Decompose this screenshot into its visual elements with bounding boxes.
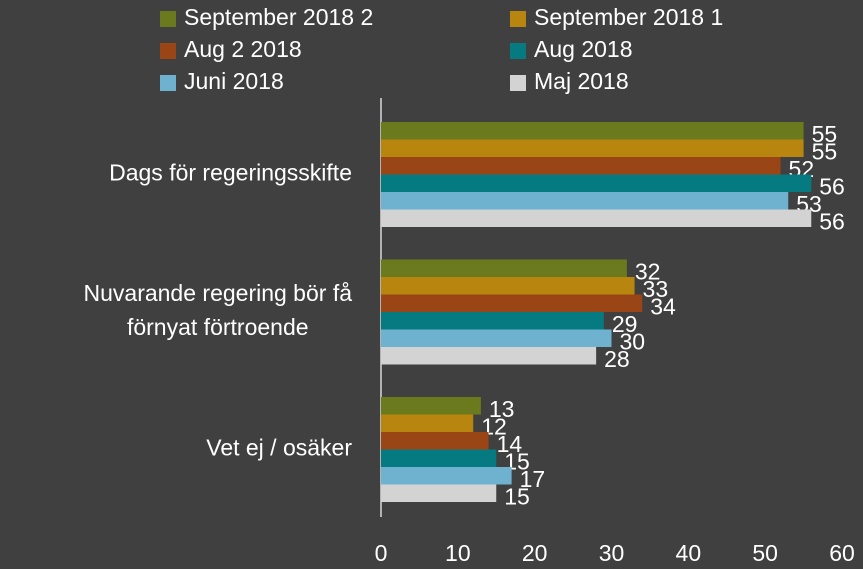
bar (381, 312, 604, 330)
legend-swatch (510, 43, 526, 59)
bar (381, 484, 497, 502)
bar (381, 174, 812, 192)
data-label: 28 (604, 346, 630, 372)
legend-label: Maj 2018 (534, 68, 629, 94)
legend-swatch (510, 11, 526, 27)
bar (381, 467, 512, 485)
x-tick-label: 50 (752, 540, 778, 566)
legend-label: Aug 2018 (534, 36, 632, 62)
bar (381, 209, 812, 227)
data-label: 33 (643, 276, 669, 302)
legend-label: September 2018 1 (534, 4, 723, 30)
y-tick-label: förnyat förtroende (127, 314, 309, 340)
bar (381, 157, 781, 175)
data-label: 56 (819, 208, 845, 234)
x-tick-label: 60 (829, 540, 855, 566)
bar (381, 329, 612, 347)
legend-swatch (510, 75, 526, 91)
x-tick-label: 10 (445, 540, 471, 566)
x-tick-label: 20 (522, 540, 548, 566)
x-tick-label: 0 (375, 540, 388, 566)
bar (381, 259, 627, 277)
bar (381, 277, 635, 295)
y-tick-label: Vet ej / osäker (206, 435, 352, 461)
data-label: 55 (812, 121, 838, 147)
bar (381, 432, 489, 450)
data-label: 56 (819, 173, 845, 199)
bar (381, 122, 804, 140)
bar (381, 192, 789, 210)
legend-swatch (160, 11, 176, 27)
y-tick-label: Dags för regeringsskifte (109, 160, 352, 186)
bar (381, 414, 474, 432)
legend-swatch (160, 75, 176, 91)
legend-label: Juni 2018 (184, 68, 284, 94)
y-tick-label: Nuvarande regering bör få (84, 280, 353, 306)
data-label: 29 (612, 311, 638, 337)
legend-label: September 2018 2 (184, 4, 373, 30)
data-label: 34 (650, 293, 676, 319)
bar (381, 139, 804, 157)
data-label: 17 (520, 466, 546, 492)
data-label: 13 (489, 396, 515, 422)
bar (381, 449, 497, 467)
bar (381, 294, 643, 312)
x-tick-label: 40 (676, 540, 702, 566)
legend-swatch (160, 43, 176, 59)
data-label: 32 (635, 258, 661, 284)
bar (381, 347, 597, 365)
bar (381, 397, 481, 415)
data-label: 30 (620, 328, 646, 354)
data-label: 55 (812, 138, 838, 164)
x-tick-label: 30 (599, 540, 625, 566)
legend-label: Aug 2 2018 (184, 36, 302, 62)
data-label: 14 (497, 431, 523, 457)
data-label: 15 (504, 483, 530, 509)
